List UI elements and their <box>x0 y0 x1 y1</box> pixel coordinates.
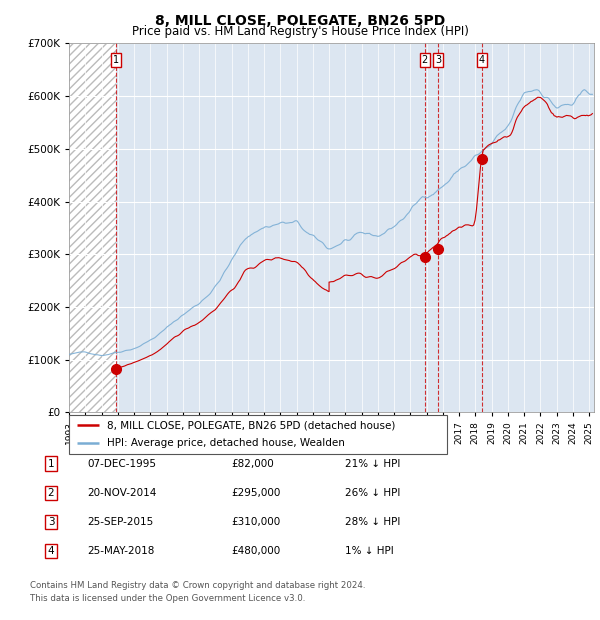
Text: £310,000: £310,000 <box>231 517 280 527</box>
Text: 20-NOV-2014: 20-NOV-2014 <box>87 488 157 498</box>
Text: 3: 3 <box>436 55 442 65</box>
Text: 26% ↓ HPI: 26% ↓ HPI <box>345 488 400 498</box>
Text: £480,000: £480,000 <box>231 546 280 556</box>
Text: 28% ↓ HPI: 28% ↓ HPI <box>345 517 400 527</box>
FancyBboxPatch shape <box>69 415 447 454</box>
Text: £82,000: £82,000 <box>231 459 274 469</box>
Text: 2: 2 <box>422 55 428 65</box>
Text: 25-MAY-2018: 25-MAY-2018 <box>87 546 154 556</box>
Text: 4: 4 <box>479 55 485 65</box>
Text: 4: 4 <box>47 546 55 556</box>
Text: Contains HM Land Registry data © Crown copyright and database right 2024.: Contains HM Land Registry data © Crown c… <box>30 581 365 590</box>
Text: 07-DEC-1995: 07-DEC-1995 <box>87 459 156 469</box>
Text: 2: 2 <box>47 488 55 498</box>
Text: 8, MILL CLOSE, POLEGATE, BN26 5PD: 8, MILL CLOSE, POLEGATE, BN26 5PD <box>155 14 445 28</box>
Text: Price paid vs. HM Land Registry's House Price Index (HPI): Price paid vs. HM Land Registry's House … <box>131 25 469 38</box>
Text: 8, MILL CLOSE, POLEGATE, BN26 5PD (detached house): 8, MILL CLOSE, POLEGATE, BN26 5PD (detac… <box>107 420 395 430</box>
Text: 1: 1 <box>113 55 119 65</box>
Text: 1% ↓ HPI: 1% ↓ HPI <box>345 546 394 556</box>
Text: 25-SEP-2015: 25-SEP-2015 <box>87 517 153 527</box>
Text: 3: 3 <box>47 517 55 527</box>
Text: 21% ↓ HPI: 21% ↓ HPI <box>345 459 400 469</box>
Text: 1: 1 <box>47 459 55 469</box>
Text: £295,000: £295,000 <box>231 488 280 498</box>
Text: This data is licensed under the Open Government Licence v3.0.: This data is licensed under the Open Gov… <box>30 593 305 603</box>
Text: HPI: Average price, detached house, Wealden: HPI: Average price, detached house, Weal… <box>107 438 344 448</box>
